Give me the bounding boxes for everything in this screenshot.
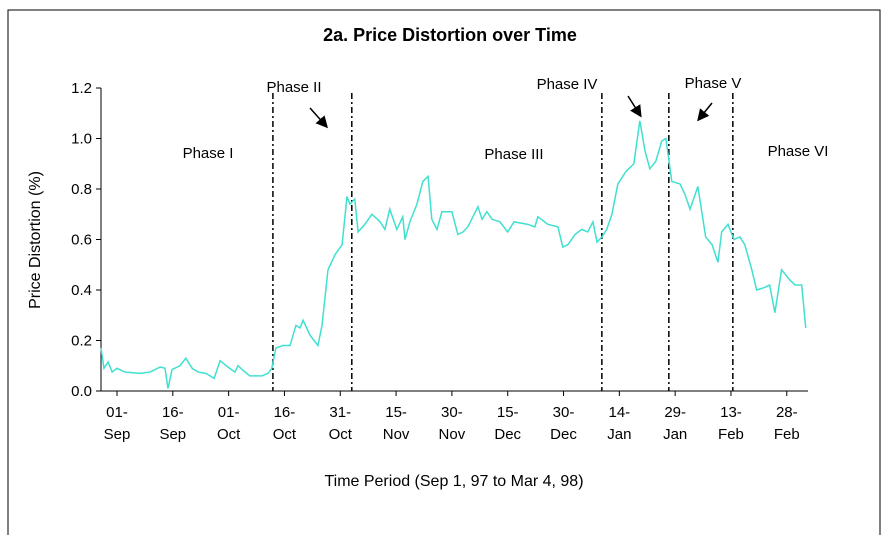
arrow <box>627 95 642 118</box>
x-tick-label: 13- Feb <box>718 404 744 443</box>
y-tick-label: 0.2 <box>71 333 92 350</box>
y-tick-label: 0.0 <box>71 383 92 400</box>
annotation: Phase IV <box>537 76 598 93</box>
chart-title: 2a. Price Distortion over Time <box>323 25 577 45</box>
x-tick-label: 14- Jan <box>607 404 632 443</box>
y-axis-title: Price Distortion (%) <box>27 171 44 309</box>
annotation: Phase I <box>183 145 234 162</box>
x-tick-label: 16- Oct <box>272 404 297 443</box>
x-tick-label: 01- Oct <box>216 404 241 443</box>
annotation: Phase III <box>484 146 543 163</box>
x-tick-label: 29- Jan <box>663 404 688 443</box>
annotation: Phase V <box>685 75 742 92</box>
y-tick-label: 1.0 <box>71 131 92 148</box>
y-tick-label: 0.6 <box>71 232 92 249</box>
x-tick-label: 31- Oct <box>328 404 352 443</box>
annotation: Phase VI <box>768 143 829 160</box>
y-tick-label: 0.8 <box>71 181 92 198</box>
annotation: Phase II <box>266 79 321 96</box>
arrow <box>697 102 713 122</box>
x-tick-label: 15- Dec <box>494 404 522 443</box>
x-tick-label: 01- Sep <box>103 404 131 443</box>
x-tick-label: 30- Nov <box>438 404 466 443</box>
x-tick-label: 28- Feb <box>773 404 800 443</box>
x-axis-title: Time Period (Sep 1, 97 to Mar 4, 98) <box>324 473 583 490</box>
data-line <box>100 120 807 389</box>
arrow <box>309 107 328 129</box>
x-tick-label: 16- Sep <box>159 404 187 443</box>
chart-border <box>7 9 881 535</box>
y-tick-label: 1.2 <box>71 80 92 97</box>
x-tick-label: 30- Dec <box>550 404 577 443</box>
x-tick-label: 15- Nov <box>382 404 410 443</box>
y-tick-label: 0.4 <box>71 282 92 299</box>
